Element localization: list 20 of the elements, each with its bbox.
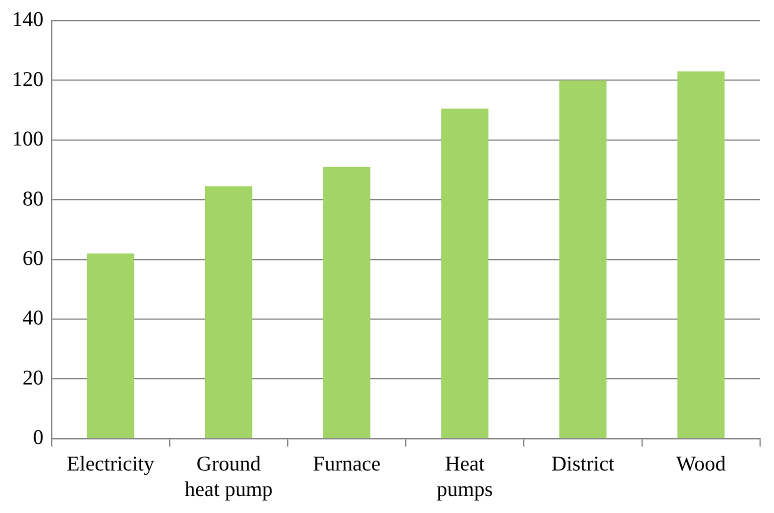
y-tick-label: 120 <box>12 66 44 91</box>
x-tick-label: Electricity <box>66 452 155 476</box>
bar <box>205 186 252 438</box>
y-tick-label: 100 <box>12 126 44 151</box>
y-tick-label: 40 <box>22 306 44 330</box>
x-tick-label: Furnace <box>312 452 381 476</box>
y-tick-label: 80 <box>22 186 44 210</box>
bar <box>323 166 370 438</box>
x-tick-label: Ground heat pump <box>184 452 273 501</box>
x-tick-label: District <box>551 452 615 476</box>
y-tick-label: 60 <box>22 246 44 270</box>
bar <box>559 80 606 438</box>
bar <box>86 253 134 438</box>
x-tick-label: Heat pumps <box>436 452 493 501</box>
bar <box>441 108 488 438</box>
x-tick-label: Wood <box>676 452 726 476</box>
y-tick-label: 140 <box>12 7 44 32</box>
bar <box>677 71 725 438</box>
y-tick-label: 0 <box>33 425 44 450</box>
y-tick-label: 20 <box>22 365 44 390</box>
